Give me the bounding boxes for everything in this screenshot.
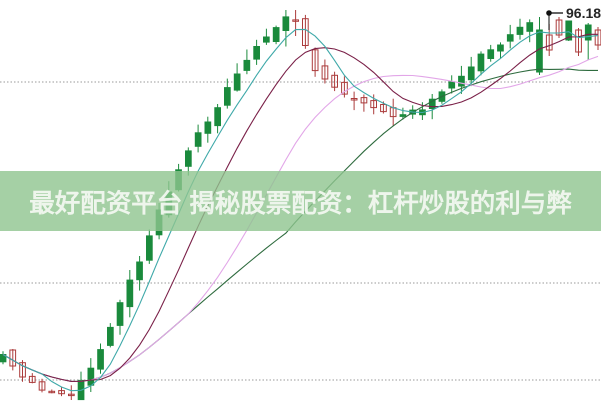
svg-text:96.18: 96.18 [566, 5, 601, 21]
